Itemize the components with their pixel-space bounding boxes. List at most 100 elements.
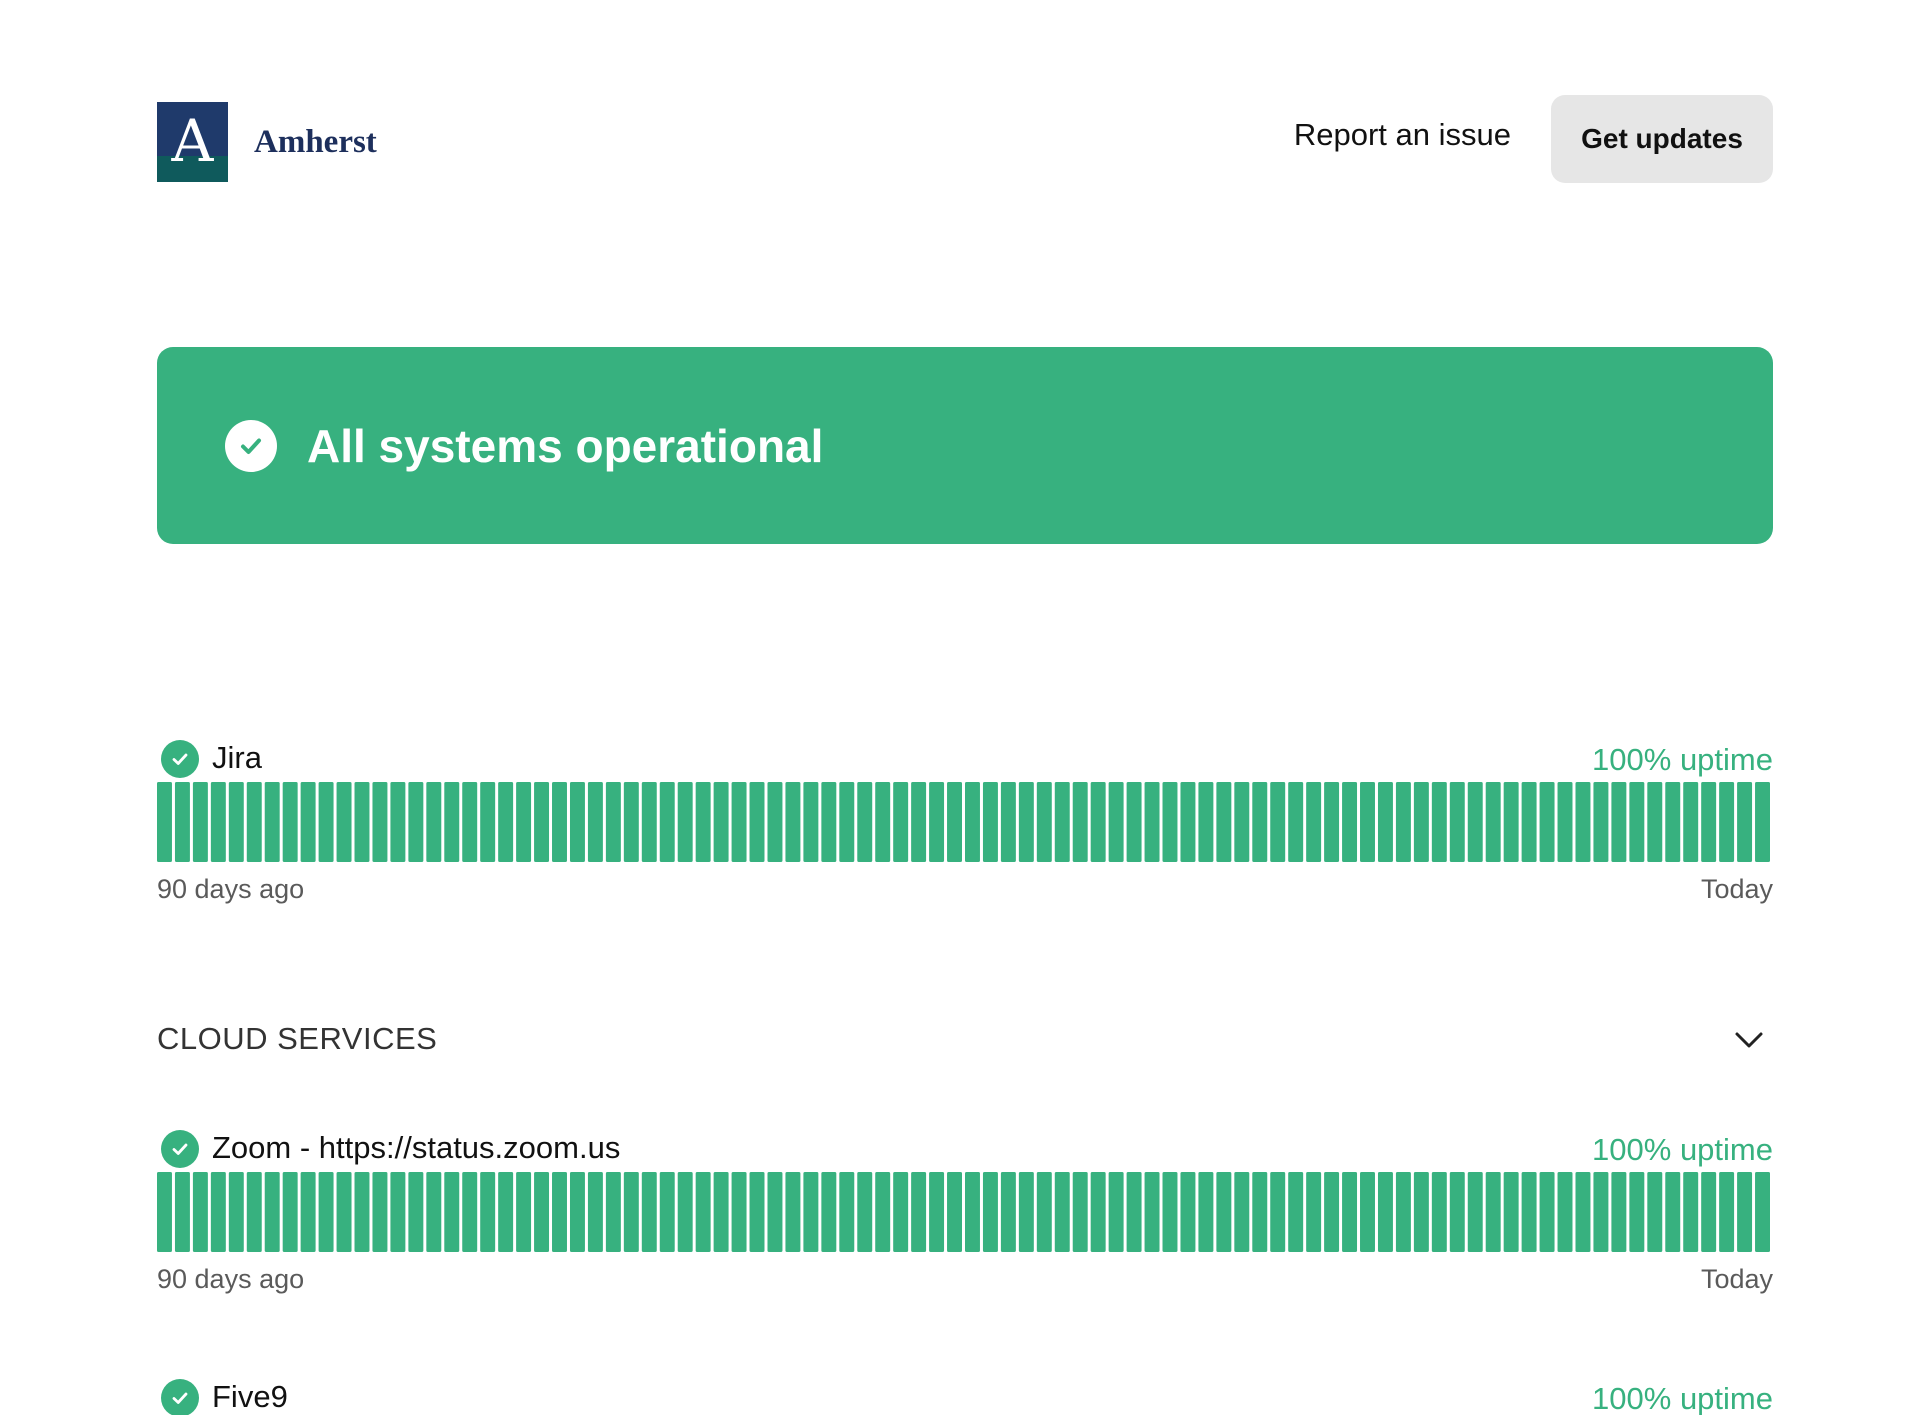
uptime-day-bar[interactable] [210, 1172, 226, 1252]
uptime-day-bar[interactable] [587, 1172, 603, 1252]
uptime-day-bar[interactable] [462, 782, 478, 862]
uptime-day-bar[interactable] [1485, 782, 1501, 862]
uptime-day-bar[interactable] [1539, 782, 1555, 862]
uptime-day-bar[interactable] [408, 1172, 424, 1252]
uptime-day-bar[interactable] [1467, 1172, 1483, 1252]
uptime-day-bar[interactable] [192, 782, 208, 862]
uptime-day-bar[interactable] [1701, 1172, 1717, 1252]
uptime-day-bar[interactable] [390, 1172, 406, 1252]
uptime-day-bar[interactable] [1629, 1172, 1645, 1252]
uptime-day-bar[interactable] [1737, 782, 1753, 862]
uptime-day-bar[interactable] [1431, 782, 1447, 862]
uptime-day-bar[interactable] [1377, 782, 1393, 862]
uptime-day-bar[interactable] [1755, 1172, 1770, 1252]
uptime-day-bar[interactable] [803, 1172, 819, 1252]
uptime-day-bar[interactable] [731, 782, 747, 862]
uptime-day-bar[interactable] [1162, 782, 1178, 862]
component-name[interactable]: Zoom - https://status.zoom.us [212, 1130, 621, 1165]
uptime-day-bar[interactable] [1234, 1172, 1250, 1252]
uptime-day-bar[interactable] [1719, 782, 1735, 862]
uptime-day-bar[interactable] [336, 1172, 352, 1252]
uptime-day-bar[interactable] [372, 782, 388, 862]
uptime-day-bar[interactable] [839, 782, 855, 862]
uptime-day-bar[interactable] [408, 782, 424, 862]
uptime-day-bar[interactable] [1683, 782, 1699, 862]
uptime-day-bar[interactable] [1234, 782, 1250, 862]
uptime-day-bar[interactable] [857, 1172, 873, 1252]
uptime-day-bar[interactable] [641, 1172, 657, 1252]
uptime-day-bar[interactable] [1395, 782, 1411, 862]
uptime-day-bar[interactable] [426, 782, 442, 862]
uptime-day-bar[interactable] [1216, 782, 1232, 862]
uptime-day-bar[interactable] [1413, 1172, 1429, 1252]
uptime-day-bar[interactable] [1288, 782, 1304, 862]
uptime-day-bar[interactable] [911, 782, 927, 862]
chevron-down-icon[interactable] [1729, 1020, 1769, 1060]
uptime-day-bar[interactable] [1539, 1172, 1555, 1252]
uptime-day-bar[interactable] [390, 782, 406, 862]
uptime-day-bar[interactable] [1072, 1172, 1088, 1252]
brand-logo[interactable]: A Amherst [157, 102, 377, 182]
uptime-day-bar[interactable] [552, 1172, 567, 1252]
uptime-day-bar[interactable] [498, 1172, 514, 1252]
uptime-day-bar[interactable] [1647, 782, 1663, 862]
uptime-day-bar[interactable] [605, 1172, 621, 1252]
uptime-day-bar[interactable] [1413, 782, 1429, 862]
uptime-day-bar[interactable] [929, 782, 945, 862]
uptime-day-bar[interactable] [1180, 782, 1196, 862]
uptime-day-bar[interactable] [1611, 782, 1627, 862]
uptime-day-bar[interactable] [1395, 1172, 1411, 1252]
uptime-day-bar[interactable] [695, 1172, 711, 1252]
uptime-day-bar[interactable] [1521, 1172, 1537, 1252]
uptime-day-bar[interactable] [749, 782, 765, 862]
uptime-day-bar[interactable] [444, 782, 460, 862]
uptime-day-bar[interactable] [929, 1172, 945, 1252]
uptime-day-bar[interactable] [157, 1172, 172, 1252]
uptime-day-bar[interactable] [480, 1172, 496, 1252]
uptime-day-bar[interactable] [1018, 782, 1034, 862]
uptime-day-bar[interactable] [1090, 782, 1106, 862]
uptime-day-bar[interactable] [516, 782, 532, 862]
uptime-day-bar[interactable] [1036, 782, 1052, 862]
uptime-day-bar[interactable] [1449, 1172, 1465, 1252]
uptime-day-bar[interactable] [1324, 782, 1340, 862]
uptime-day-bar[interactable] [1342, 782, 1358, 862]
uptime-day-bar[interactable] [552, 782, 567, 862]
uptime-day-bar[interactable] [659, 1172, 675, 1252]
uptime-day-bar[interactable] [1216, 1172, 1232, 1252]
uptime-day-bar[interactable] [1198, 782, 1214, 862]
uptime-day-bar[interactable] [1270, 1172, 1286, 1252]
uptime-day-bar[interactable] [965, 1172, 980, 1252]
uptime-day-bar[interactable] [1306, 782, 1322, 862]
uptime-day-bar[interactable] [282, 782, 298, 862]
uptime-day-bar[interactable] [875, 782, 891, 862]
group-cloud-services[interactable]: CLOUD SERVICES [157, 1018, 1773, 1062]
uptime-day-bar[interactable] [1108, 1172, 1124, 1252]
uptime-day-bar[interactable] [354, 1172, 370, 1252]
uptime-day-bar[interactable] [336, 782, 352, 862]
uptime-day-bar[interactable] [947, 1172, 962, 1252]
uptime-day-bar[interactable] [695, 782, 711, 862]
uptime-day-bar[interactable] [498, 782, 514, 862]
uptime-day-bar[interactable] [1252, 782, 1268, 862]
uptime-day-bar[interactable] [444, 1172, 460, 1252]
uptime-day-bar[interactable] [426, 1172, 442, 1252]
uptime-day-bar[interactable] [839, 1172, 855, 1252]
uptime-day-bar[interactable] [623, 1172, 639, 1252]
uptime-day-bar[interactable] [1611, 1172, 1627, 1252]
uptime-day-bar[interactable] [1503, 1172, 1519, 1252]
uptime-day-bar[interactable] [1575, 1172, 1591, 1252]
uptime-day-bar[interactable] [1719, 1172, 1735, 1252]
uptime-day-bar[interactable] [947, 782, 962, 862]
uptime-day-bar[interactable] [462, 1172, 478, 1252]
uptime-day-bar[interactable] [264, 1172, 280, 1252]
uptime-day-bar[interactable] [516, 1172, 532, 1252]
uptime-day-bar[interactable] [1252, 1172, 1268, 1252]
uptime-day-bar[interactable] [982, 782, 998, 862]
uptime-day-bar[interactable] [480, 782, 496, 862]
uptime-day-bar[interactable] [282, 1172, 298, 1252]
uptime-day-bar[interactable] [300, 1172, 316, 1252]
uptime-day-bar[interactable] [731, 1172, 747, 1252]
uptime-day-bar[interactable] [1467, 782, 1483, 862]
uptime-day-bar[interactable] [713, 782, 729, 862]
